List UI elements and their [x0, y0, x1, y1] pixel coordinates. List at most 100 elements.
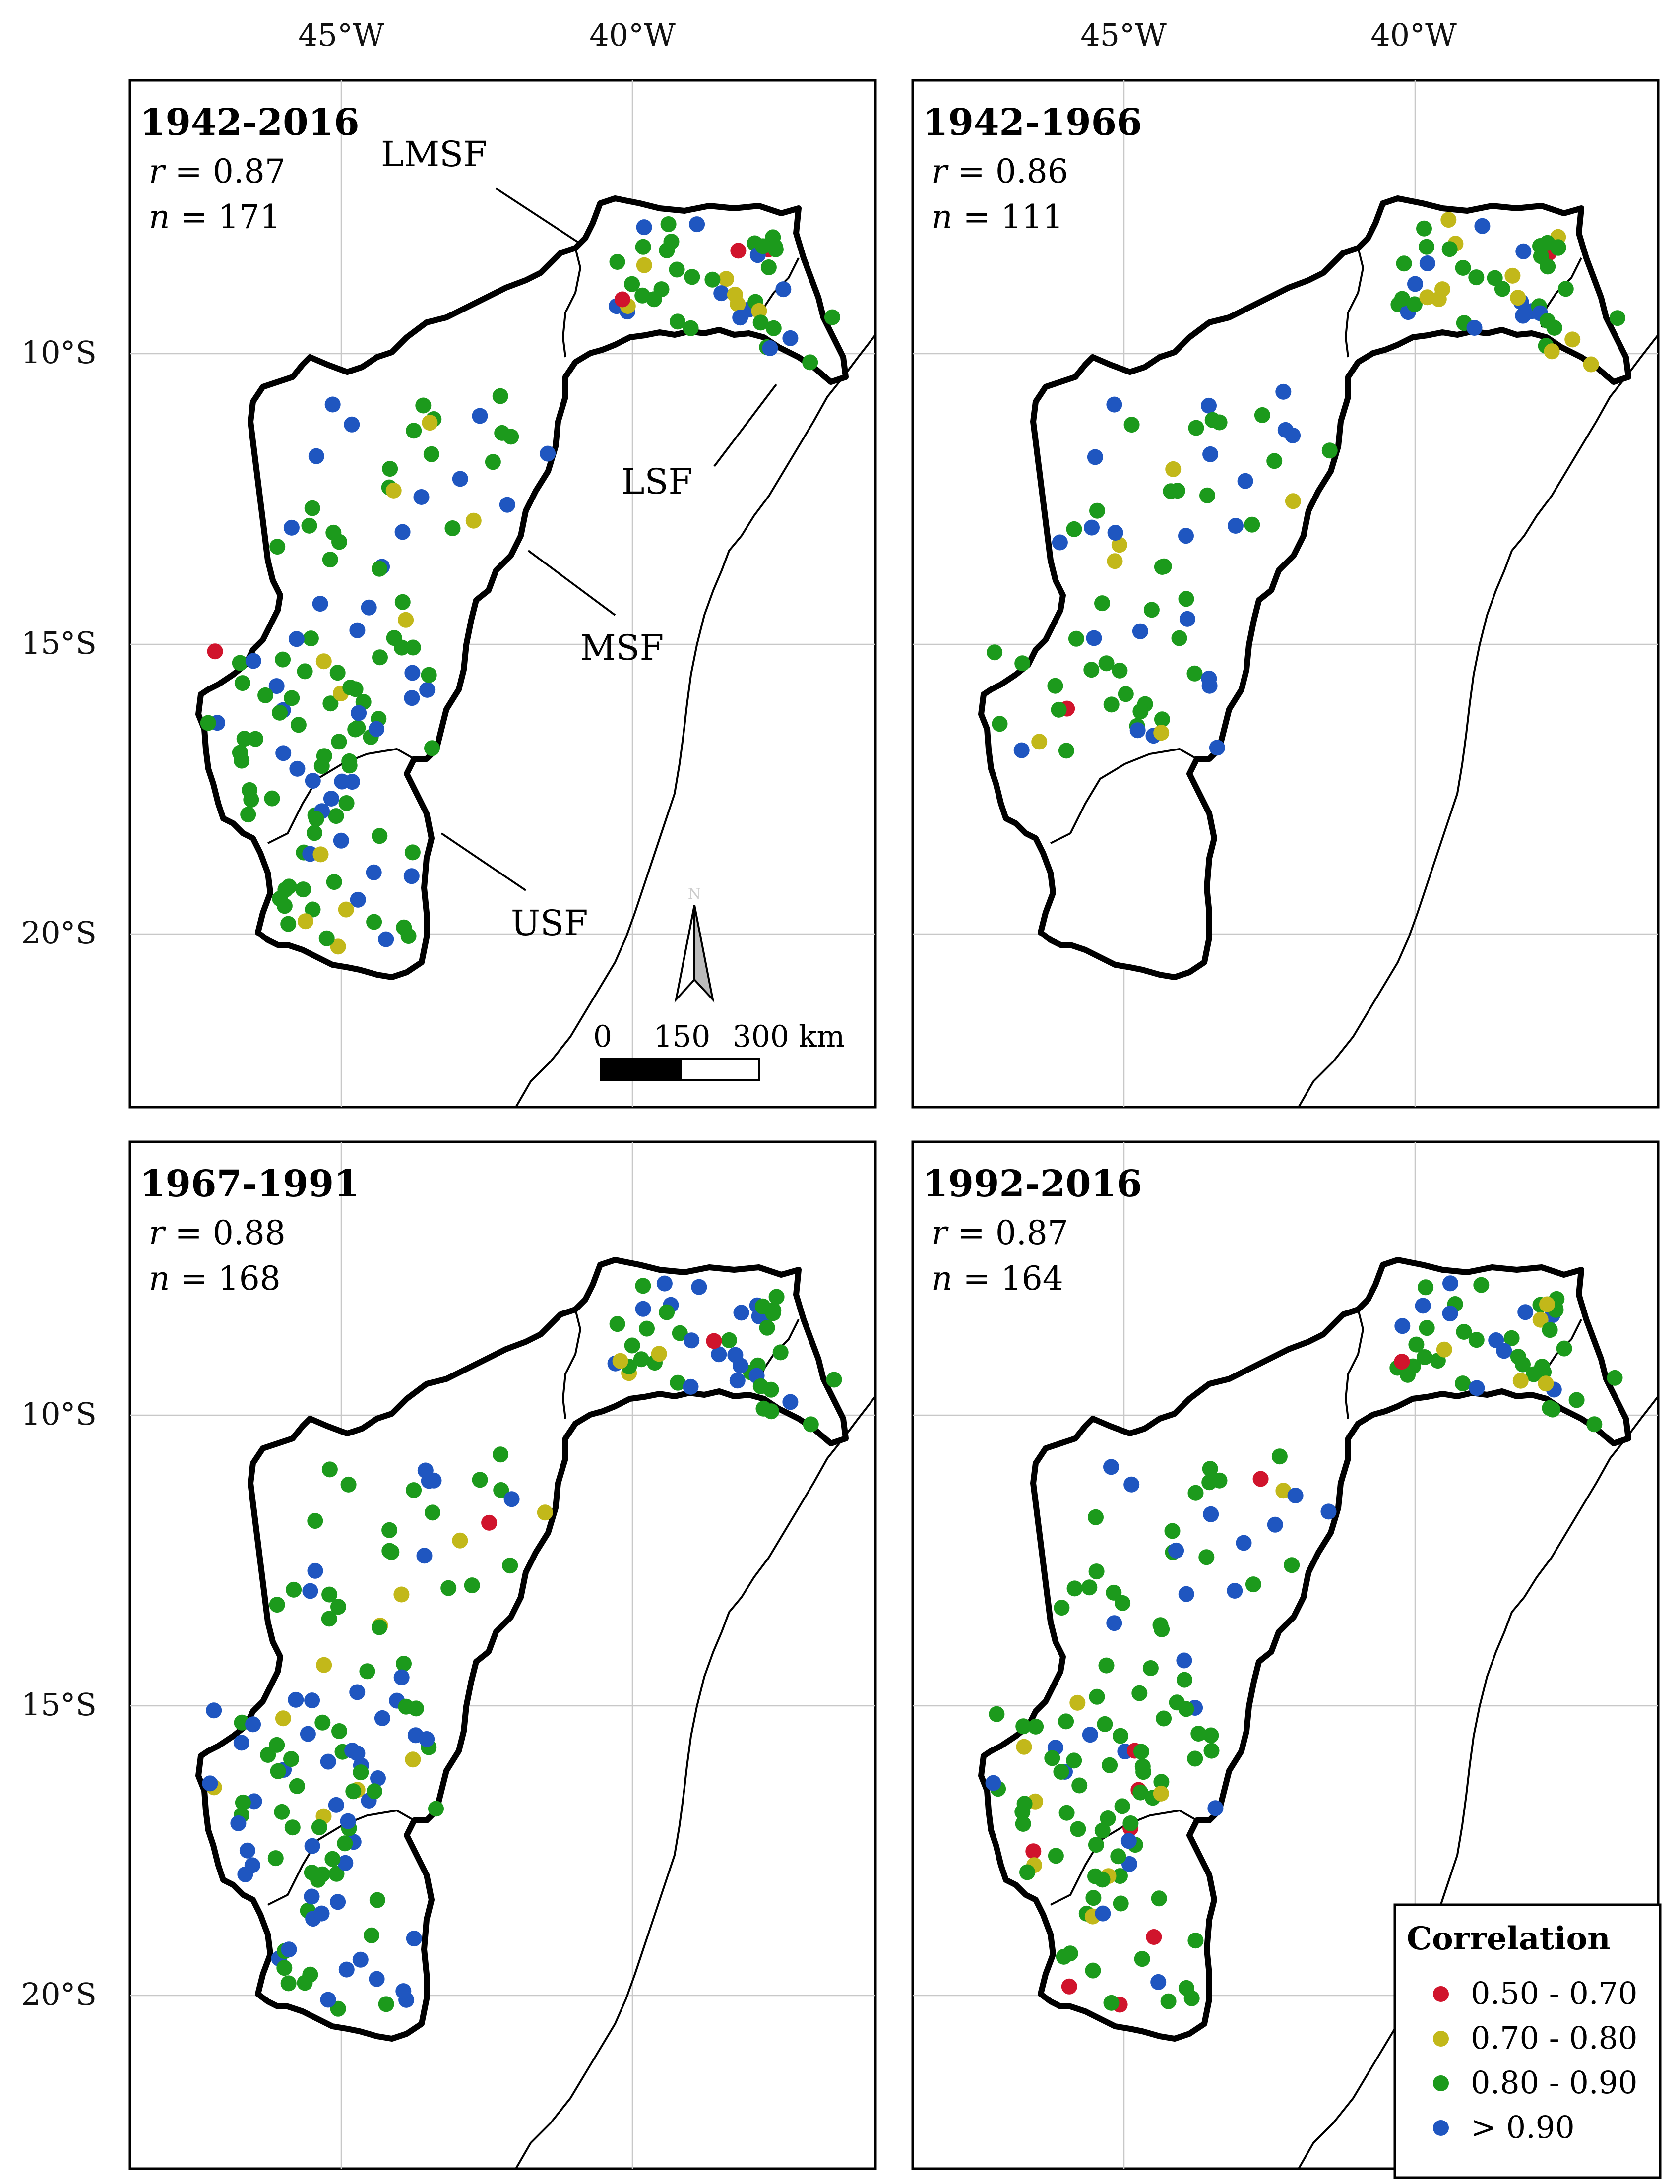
- station-point: [1539, 235, 1556, 251]
- scale-seg-1: [600, 1058, 682, 1081]
- station-point: [1058, 743, 1074, 759]
- station-point: [1123, 1476, 1140, 1493]
- station-point: [324, 396, 341, 413]
- station-point: [260, 1747, 276, 1763]
- station-point: [727, 1347, 744, 1363]
- station-point: [985, 1775, 1001, 1791]
- station-point: [1088, 1837, 1104, 1853]
- station-point: [803, 1416, 819, 1433]
- station-point: [1087, 449, 1103, 465]
- station-point: [1131, 1685, 1148, 1701]
- station-point: [338, 1961, 355, 1978]
- station-point: [1407, 276, 1423, 292]
- station-point: [1394, 1354, 1410, 1370]
- station-point: [727, 286, 743, 303]
- stations-1942-2016: [987, 212, 1625, 759]
- lon-label-40w-col2: 40°W: [1370, 17, 1457, 53]
- station-point: [711, 1346, 727, 1363]
- station-point: [824, 309, 840, 325]
- station-point: [206, 1702, 222, 1719]
- basin-outline: [978, 195, 1631, 980]
- station-point: [1568, 1392, 1585, 1408]
- station-point: [989, 1706, 1005, 1722]
- station-point: [1118, 686, 1134, 702]
- station-point: [245, 653, 261, 669]
- station-point: [371, 1619, 387, 1635]
- coastline: [515, 1395, 875, 2169]
- station-point: [280, 1975, 297, 1992]
- station-point: [1135, 1764, 1152, 1780]
- station-point: [1028, 1718, 1044, 1735]
- station-point: [1178, 591, 1194, 607]
- station-point: [330, 1599, 346, 1615]
- station-point: [1487, 270, 1503, 286]
- station-point: [1510, 1349, 1526, 1365]
- station-point: [1503, 1330, 1520, 1346]
- station-point: [331, 1723, 347, 1739]
- station-point: [374, 1710, 390, 1726]
- leader-usf: [440, 832, 527, 891]
- station-point: [1112, 662, 1128, 679]
- station-point: [1088, 1563, 1105, 1580]
- subbasin-divide-lmsf: [561, 1309, 582, 1419]
- station-point: [633, 1351, 649, 1368]
- station-point: [1113, 1728, 1128, 1744]
- station-point: [338, 795, 355, 811]
- station-point: [684, 1332, 700, 1349]
- station-point: [312, 846, 329, 863]
- station-point: [1153, 1785, 1169, 1802]
- station-point: [330, 938, 346, 955]
- station-point: [267, 1850, 284, 1867]
- station-point: [1609, 310, 1625, 326]
- station-point: [349, 622, 366, 638]
- station-point: [1244, 516, 1260, 533]
- station-point: [1058, 1805, 1075, 1821]
- station-point: [328, 808, 344, 824]
- station-point: [1154, 1621, 1170, 1637]
- station-point: [257, 687, 274, 703]
- station-point: [1044, 1750, 1060, 1766]
- station-point: [1415, 1298, 1431, 1314]
- lat-label-20s-row2: 20°S: [21, 1976, 97, 2012]
- coastline: [1298, 334, 1658, 1107]
- station-point: [1198, 1549, 1215, 1565]
- map-panel-1942-1966: [911, 79, 1660, 1109]
- station-point: [499, 497, 515, 513]
- region-label-msf: MSF: [580, 627, 664, 668]
- station-point: [421, 667, 437, 683]
- station-point: [200, 715, 216, 731]
- station-point: [234, 752, 250, 769]
- leader-lsf: [713, 383, 777, 467]
- station-point: [1082, 1727, 1098, 1743]
- station-point: [239, 1842, 255, 1859]
- station-point: [323, 791, 339, 807]
- station-point: [1436, 1341, 1452, 1358]
- station-point: [1538, 1375, 1554, 1392]
- panel-title-3: 1967-1991: [140, 1163, 360, 1205]
- legend-label: > 0.90: [1471, 2109, 1575, 2145]
- station-point: [281, 1941, 297, 1958]
- station-point: [300, 1726, 316, 1742]
- panel-r-1: r = 0.87: [149, 152, 286, 190]
- station-point: [1321, 442, 1338, 459]
- station-point: [281, 878, 297, 895]
- station-point: [289, 1778, 305, 1794]
- station-point: [311, 1819, 327, 1835]
- station-point: [1171, 630, 1187, 646]
- station-point: [310, 1872, 326, 1888]
- station-point: [1504, 267, 1521, 284]
- legend-items: 0.50 - 0.70 0.70 - 0.80 0.80 - 0.90 > 0.90: [1433, 1975, 1637, 2145]
- station-point: [1058, 1713, 1074, 1730]
- station-point: [1121, 1856, 1137, 1872]
- station-point: [1052, 534, 1068, 551]
- station-point: [325, 524, 342, 541]
- station-point: [1586, 1416, 1603, 1433]
- station-point: [320, 1753, 336, 1770]
- station-point: [1455, 260, 1471, 276]
- station-point: [295, 881, 311, 898]
- station-point: [669, 261, 685, 278]
- station-point: [1203, 1727, 1219, 1744]
- station-point: [297, 913, 313, 930]
- panel-n-4: n = 164: [932, 1259, 1063, 1298]
- station-point: [1557, 281, 1574, 297]
